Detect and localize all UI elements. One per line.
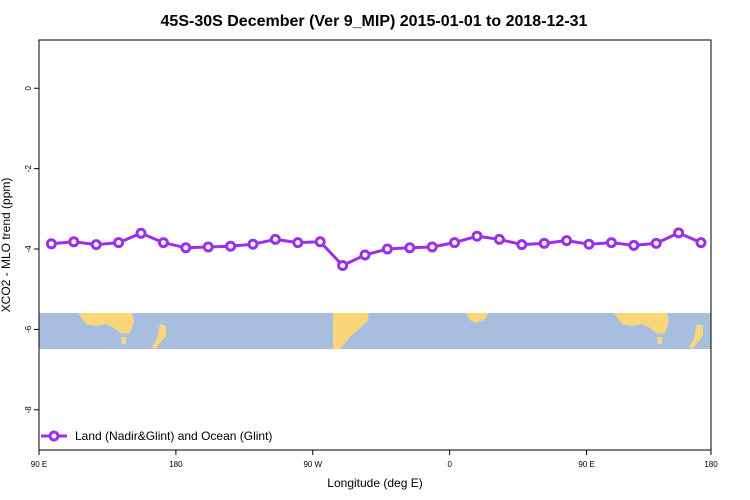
map-land-south-america <box>333 313 369 349</box>
data-point <box>426 241 438 253</box>
legend-marker <box>48 430 60 442</box>
data-point <box>381 243 393 255</box>
map-land-africa <box>466 313 489 323</box>
data-point <box>292 237 304 249</box>
x-tick-label: 90 E <box>31 460 47 469</box>
x-tick-label: 180 <box>704 460 718 469</box>
y-tick-label: -8 <box>24 406 33 414</box>
data-point <box>471 230 483 242</box>
y-tick-label: 0 <box>24 85 33 90</box>
data-point <box>135 227 147 239</box>
data-point <box>404 242 416 254</box>
data-point <box>650 237 662 249</box>
legend: Land (Nadir&Glint) and Ocean (Glint) <box>41 429 272 443</box>
data-point <box>225 240 237 252</box>
data-point <box>269 233 281 245</box>
data-point <box>583 238 595 250</box>
data-point <box>359 249 371 261</box>
data-point <box>605 237 617 249</box>
map-land-australia <box>78 313 134 334</box>
x-axis-label: Longitude (deg E) <box>327 476 422 490</box>
y-tick-label: -4 <box>24 245 33 253</box>
legend-entry: Land (Nadir&Glint) and Ocean (Glint) <box>75 429 272 443</box>
data-point <box>337 260 349 271</box>
data-point <box>247 238 259 250</box>
data-point <box>538 237 550 249</box>
map-land-australia-right <box>614 313 669 334</box>
data-point <box>673 227 685 239</box>
y-tick-label: -2 <box>24 165 33 173</box>
data-point <box>314 236 326 248</box>
map-ocean <box>39 313 711 349</box>
data-point <box>202 241 214 253</box>
map-land-tasmania <box>121 337 126 344</box>
series-line <box>51 231 702 267</box>
data-point <box>628 239 640 251</box>
data-point <box>695 237 707 249</box>
series-layer <box>45 227 707 271</box>
y-axis-label: XCO2 - MLO trend (ppm) <box>0 178 13 313</box>
data-point <box>90 239 102 251</box>
map-land-new-zealand <box>152 324 166 349</box>
y-axis: 0 -2 -4 -6 -8 <box>24 85 39 413</box>
map-band <box>39 313 711 349</box>
data-point <box>180 242 192 254</box>
x-tick-label: 180 <box>169 460 183 469</box>
x-tick-label: 90 E <box>578 460 594 469</box>
chart-title: 45S-30S December (Ver 9_MIP) 2015-01-01 … <box>161 13 588 30</box>
data-point <box>449 237 461 249</box>
x-axis: 90 E 180 90 W 0 90 E 180 <box>31 450 718 469</box>
data-point <box>157 237 169 249</box>
data-point <box>493 233 505 245</box>
plot-frame <box>38 39 712 451</box>
data-point <box>68 236 80 248</box>
y-tick-label: -6 <box>24 325 33 333</box>
map-land-new-zealand-right <box>689 324 703 349</box>
data-point <box>516 239 528 251</box>
data-point <box>45 238 57 250</box>
data-point <box>113 237 125 249</box>
x-tick-label: 90 W <box>303 460 322 469</box>
data-point <box>561 235 573 247</box>
x-tick-label: 0 <box>447 460 452 469</box>
map-land-tasmania-right <box>657 337 662 344</box>
